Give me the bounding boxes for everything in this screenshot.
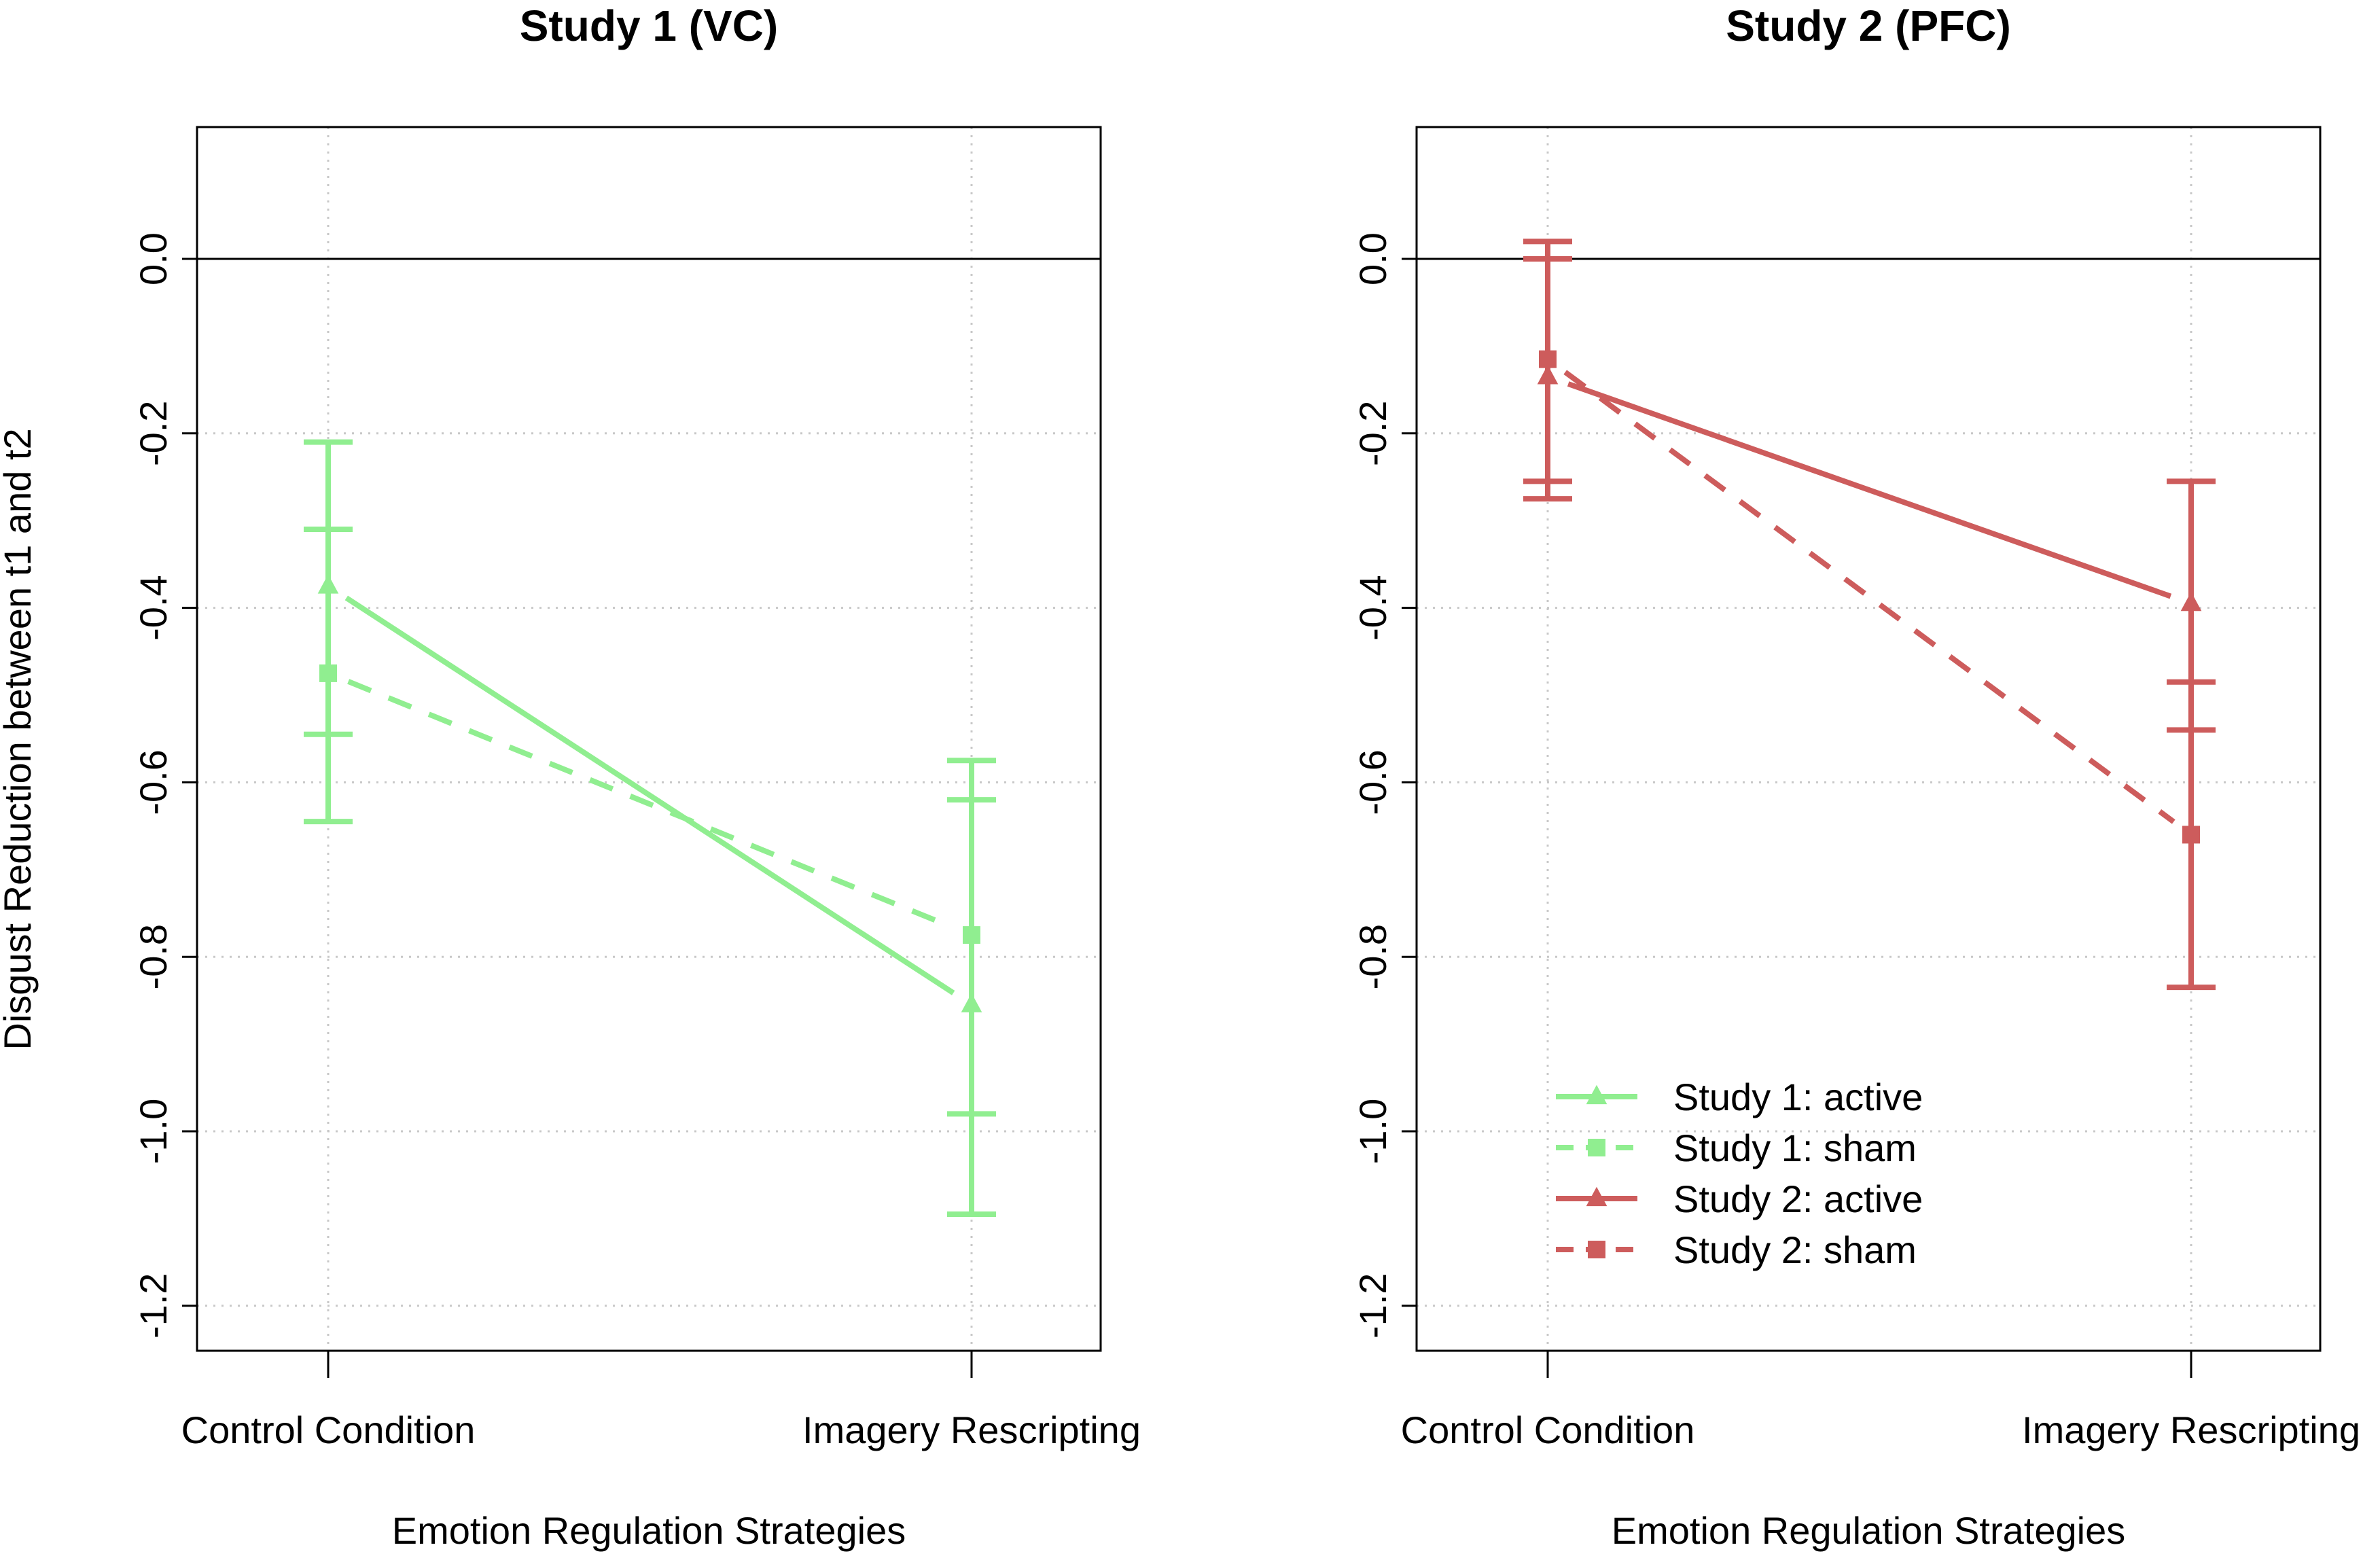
legend-label: Study 1: sham	[1673, 1127, 1917, 1169]
data-point	[2180, 591, 2202, 612]
y-tick-label: -0.4	[1351, 575, 1394, 641]
x-tick-label: Imagery Rescripting	[2022, 1409, 2360, 1451]
legend-entry: Study 2: sham	[1556, 1228, 1917, 1271]
y-tick-label: -1.0	[132, 1099, 175, 1165]
y-tick-label: 0.0	[132, 232, 175, 285]
data-point	[319, 664, 337, 682]
x-axis-label: Emotion Regulation Strategies	[392, 1509, 906, 1552]
legend-entry: Study 1: active	[1556, 1076, 1923, 1118]
series-line	[1567, 381, 2172, 599]
y-tick-label: -1.0	[1351, 1099, 1394, 1165]
chart-title: Study 1 (VC)	[520, 1, 778, 50]
legend-marker	[1588, 1241, 1605, 1258]
legend: Study 1: active Study 1: sham Study 2: act…	[1556, 1076, 1923, 1271]
legend-label: Study 2: sham	[1673, 1228, 1917, 1271]
y-tick-label: -0.6	[132, 749, 175, 815]
series-study-1-active	[304, 439, 996, 1217]
y-tick-label: -1.2	[132, 1273, 175, 1339]
y-tick-label: -0.4	[132, 575, 175, 641]
plot-frame	[196, 126, 1102, 1352]
legend-entry: Study 2: active	[1556, 1178, 1923, 1220]
y-tick-label: -0.8	[132, 924, 175, 990]
legend-label: Study 2: active	[1673, 1178, 1923, 1220]
x-tick-label: Control Condition	[181, 1409, 476, 1451]
legend-marker	[1586, 1084, 1608, 1105]
data-point	[1539, 350, 1557, 368]
plot-frame	[1415, 126, 2322, 1352]
x-tick-label: Imagery Rescripting	[802, 1409, 1141, 1451]
y-axis-label: Disgust Reduction between t1 and t2	[0, 428, 39, 1050]
data-point	[963, 926, 980, 944]
y-tick-label: 0.0	[1351, 232, 1394, 285]
legend-marker	[1586, 1186, 1608, 1207]
y-tick-label: -0.2	[132, 401, 175, 467]
data-point	[2182, 826, 2200, 844]
chart-title: Study 2 (PFC)	[1726, 1, 2011, 50]
panel-study2: Study 2 (PFC) 0.0 -0.2 -0.4 -0.6 -0.8 -1.0 -1.2…	[1351, 1, 2360, 1552]
legend-entry: Study 1: sham	[1556, 1127, 1917, 1169]
y-tick-label: -0.6	[1351, 749, 1394, 815]
series-line	[1563, 370, 2175, 824]
y-tick-label: -1.2	[1351, 1273, 1394, 1339]
legend-marker	[1588, 1139, 1605, 1156]
series-study-1-sham	[304, 527, 996, 1117]
series-study-2-sham	[1523, 238, 2216, 991]
y-tick-label: -0.2	[1351, 401, 1394, 467]
x-tick-label: Control Condition	[1401, 1409, 1695, 1451]
series-line	[347, 679, 953, 930]
series-study-2-active	[1523, 256, 2216, 733]
legend-label: Study 1: active	[1673, 1076, 1923, 1118]
x-axis-label: Emotion Regulation Strategies	[1612, 1509, 2125, 1552]
series-line	[344, 595, 955, 995]
panel-study1: Study 1 (VC) 0.0 -0.2 -0.4 -0.6 -0.8 -1.0 -1.2 C…	[0, 1, 1141, 1552]
y-tick-label: -0.8	[1351, 924, 1394, 990]
